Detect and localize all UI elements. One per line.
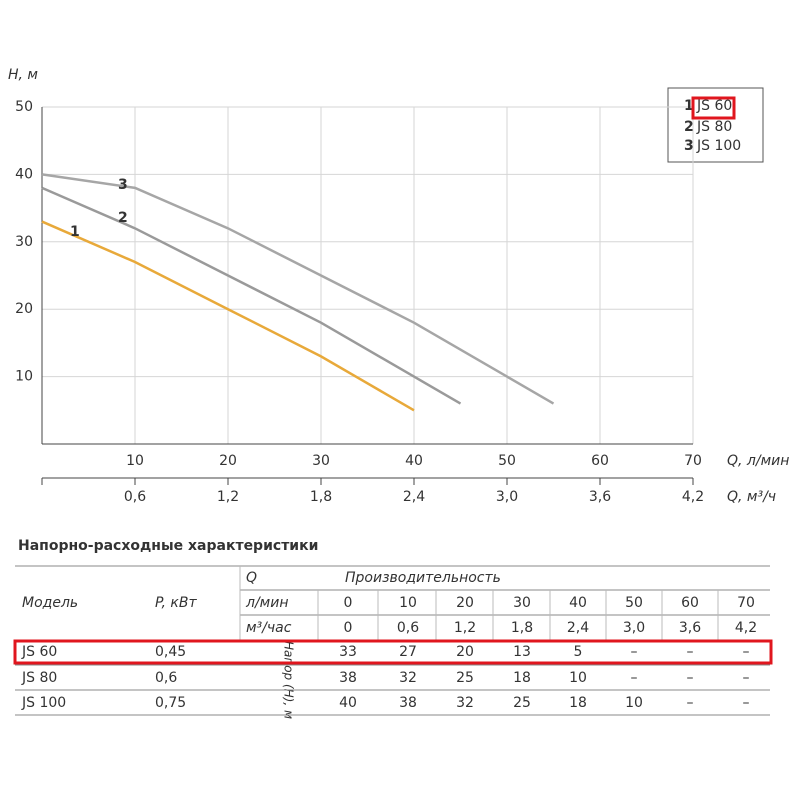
table-cell: 32 [456, 695, 474, 711]
m3h-label: м³/час [246, 620, 292, 636]
x-tick-label: 40 [405, 453, 423, 469]
y-tick-label: 50 [15, 99, 33, 115]
table: 0 0 10 0,6 20 1,2 30 1,8 40 2,4 50 3,0 60 3,6 70 4,2 JS … [15, 565, 770, 716]
power-header: P, кВт [155, 595, 197, 611]
table-cell: 20 [456, 595, 474, 611]
table-cell: JS 60 [21, 644, 57, 660]
table-cell: – [631, 670, 638, 686]
x-tick-label: 30 [312, 453, 330, 469]
legend-entry: JS 80 [696, 119, 732, 135]
table-cell: 4,2 [735, 620, 757, 636]
flow-header: Производительность [345, 570, 501, 586]
x2-tick-label: 4,2 [682, 489, 704, 505]
table-cell: 50 [625, 595, 643, 611]
table-cell: 3,6 [679, 620, 701, 636]
curve-label: 1 [70, 224, 80, 240]
highlight-box [691, 96, 736, 120]
highlight-box [13, 639, 773, 665]
table-cell: 1,8 [511, 620, 533, 636]
x-tick-label: 50 [498, 453, 516, 469]
table-cell: – [743, 644, 750, 660]
x2-tick-label: 1,2 [217, 489, 239, 505]
curve [41, 186, 462, 405]
table-cell: JS 80 [21, 670, 57, 686]
y-tick-label: 40 [15, 166, 33, 182]
head-header: Напор (H), м [282, 641, 296, 719]
table-cell: 0 [344, 595, 353, 611]
table-cell: 0,6 [397, 620, 419, 636]
table-cell: 70 [737, 595, 755, 611]
table-cell: 27 [399, 644, 417, 660]
table-cell: 2,4 [567, 620, 589, 636]
table-cell: 38 [339, 670, 357, 686]
table-cell: 0,45 [155, 644, 186, 660]
x2-tick-label: 3,0 [496, 489, 518, 505]
x2-tick-label: 3,6 [589, 489, 611, 505]
table-cell: 10 [399, 595, 417, 611]
x-tick-label: 60 [591, 453, 609, 469]
curve [41, 173, 555, 405]
y-tick-label: 30 [15, 234, 33, 250]
table-cell: 3,0 [623, 620, 645, 636]
x-tick-label: 10 [126, 453, 144, 469]
x-tick-label: 20 [219, 453, 237, 469]
table-cell: 38 [399, 695, 417, 711]
table-cell: – [743, 670, 750, 686]
legend-number: 1 [684, 98, 694, 114]
table-cell: 0,75 [155, 695, 186, 711]
table-cell: – [687, 670, 694, 686]
x2-tick-label: 2,4 [403, 489, 425, 505]
table-cell: 18 [569, 695, 587, 711]
table-cell: 25 [456, 670, 474, 686]
table-cell: 13 [513, 644, 531, 660]
table-cell: 25 [513, 695, 531, 711]
table-cell: 1,2 [454, 620, 476, 636]
table-cell: 40 [339, 695, 357, 711]
table-cell: – [687, 644, 694, 660]
table-cell: 0 [344, 620, 353, 636]
table-cell: JS 100 [21, 695, 66, 711]
table-cell: 33 [339, 644, 357, 660]
table-cell: – [687, 695, 694, 711]
y-tick-label: 20 [15, 301, 33, 317]
curve-label: 2 [118, 210, 128, 226]
x2-axis-label: Q, м³/ч [727, 489, 776, 505]
q-header: Q [246, 570, 257, 586]
table-cell: 5 [574, 644, 583, 660]
table-cell: 10 [569, 670, 587, 686]
model-header: Модель [22, 595, 78, 611]
table-cell: 20 [456, 644, 474, 660]
table-title: Напорно-расходные характеристики [18, 538, 318, 554]
chart: 10 20 30 40 50 10 20 30 40 50 60 70 0,6 1,2 1,8 2,4 3,0 3… [15, 98, 741, 505]
x-tick-label: 70 [684, 453, 702, 469]
curve [41, 220, 415, 412]
table-cell: 32 [399, 670, 417, 686]
table-cell: 0,6 [155, 670, 177, 686]
legend-entry: JS 100 [696, 138, 741, 154]
x2-tick-label: 0,6 [124, 489, 146, 505]
curve-label: 3 [118, 177, 128, 193]
legend-box [667, 87, 764, 163]
table-cell: – [743, 695, 750, 711]
x2-tick-label: 1,8 [310, 489, 332, 505]
table-cell: 40 [569, 595, 587, 611]
table-cell: 60 [681, 595, 699, 611]
table-cell: – [631, 644, 638, 660]
legend-number: 3 [684, 138, 694, 154]
legend-entry: JS 60 [696, 98, 732, 114]
legend-number: 2 [684, 119, 694, 135]
y-tick-label: 10 [15, 369, 33, 385]
y-axis-label: H, м [8, 67, 38, 83]
table-cell: 10 [625, 695, 643, 711]
lpm-label: л/мин [245, 595, 288, 611]
table-cell: 30 [513, 595, 531, 611]
table-cell: 18 [513, 670, 531, 686]
x-axis-label: Q, л/мин [727, 453, 789, 469]
